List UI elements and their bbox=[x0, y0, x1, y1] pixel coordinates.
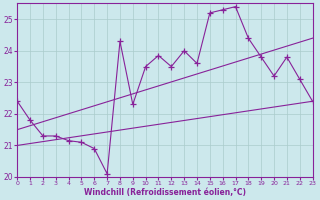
X-axis label: Windchill (Refroidissement éolien,°C): Windchill (Refroidissement éolien,°C) bbox=[84, 188, 246, 197]
